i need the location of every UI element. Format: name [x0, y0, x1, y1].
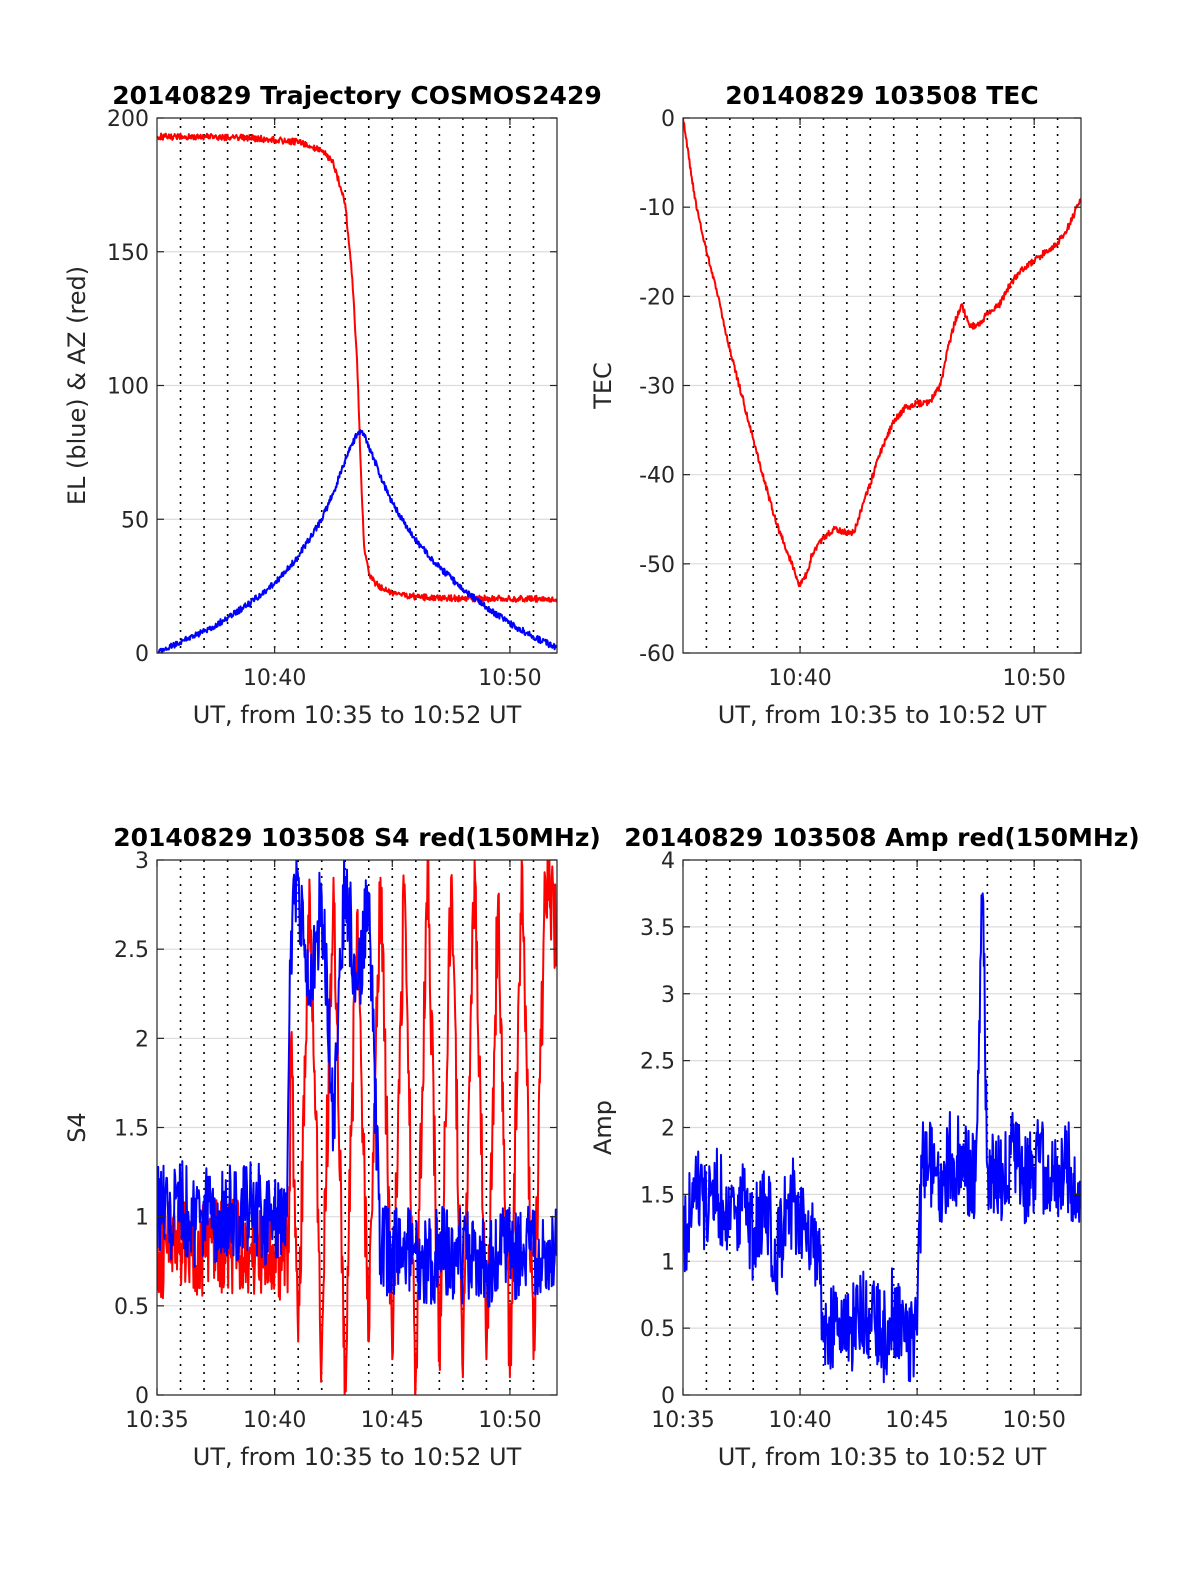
y-tick-label: 0.5 — [114, 1295, 149, 1320]
x-axis-label: UT, from 10:35 to 10:52 UT — [193, 1443, 522, 1471]
y-tick-label: 0.5 — [640, 1317, 675, 1342]
y-tick-label: -60 — [639, 642, 675, 667]
y-axis-label: EL (blue) & AZ (red) — [63, 266, 91, 505]
y-tick-label: 3.5 — [640, 916, 675, 941]
series-line-s4-1 — [157, 860, 557, 1308]
y-tick-label: 50 — [121, 508, 149, 533]
y-tick-label: -40 — [639, 464, 675, 489]
y-tick-label: 0 — [661, 1384, 675, 1409]
chart-title: 20140829 Trajectory COSMOS2429 — [112, 81, 602, 110]
series-line-amp-0 — [683, 892, 1081, 1384]
y-tick-label: -50 — [639, 553, 675, 578]
x-tick-label: 10:45 — [885, 1408, 948, 1433]
x-tick-label: 10:45 — [361, 1408, 424, 1433]
y-tick-label: -20 — [639, 285, 675, 310]
y-tick-label: 100 — [107, 375, 149, 400]
x-tick-label: 10:40 — [768, 666, 831, 691]
y-tick-label: 1.5 — [114, 1117, 149, 1142]
y-tick-label: 2.5 — [114, 938, 149, 963]
y-tick-label: 2 — [135, 1027, 149, 1052]
x-axis-label: UT, from 10:35 to 10:52 UT — [718, 1443, 1047, 1471]
y-tick-label: 3 — [661, 983, 675, 1008]
x-tick-label: 10:35 — [651, 1408, 714, 1433]
y-tick-label: 0 — [135, 642, 149, 667]
y-tick-label: 200 — [107, 107, 149, 132]
chart-title: 20140829 103508 S4 red(150MHz) — [113, 823, 601, 852]
y-tick-label: 1 — [135, 1206, 149, 1231]
x-tick-label: 10:40 — [768, 1408, 831, 1433]
y-axis-label: TEC — [589, 362, 617, 410]
y-tick-label: 3 — [135, 849, 149, 874]
x-tick-label: 10:35 — [125, 1408, 188, 1433]
chart-title: 20140829 103508 Amp red(150MHz) — [624, 823, 1140, 852]
x-tick-label: 10:50 — [1002, 666, 1065, 691]
y-axis-label: S4 — [63, 1112, 91, 1143]
y-tick-label: 0 — [661, 107, 675, 132]
y-tick-label: 2.5 — [640, 1050, 675, 1075]
x-tick-label: 10:40 — [243, 1408, 306, 1433]
series-line-trajectory-0 — [157, 132, 557, 603]
x-axis-label: UT, from 10:35 to 10:52 UT — [193, 701, 522, 729]
x-tick-label: 10:50 — [478, 1408, 541, 1433]
chart-s4: 0 0.5 1 1.5 2 2.5 3 10:35 10:40 10:45 10:50 2014082… — [63, 823, 601, 1471]
chart-tec: -60 -50 -40 -30 -20 -10 0 10:40 10:50 20140829 10… — [589, 81, 1082, 729]
y-tick-label: 1.5 — [640, 1183, 675, 1208]
x-tick-label: 10:40 — [243, 666, 306, 691]
chart-title: 20140829 103508 TEC — [725, 81, 1038, 110]
series-line-tec-0 — [683, 118, 1081, 588]
series-line-s4-0 — [157, 860, 557, 1395]
x-tick-label: 10:50 — [1002, 1408, 1065, 1433]
y-tick-label: 4 — [661, 849, 675, 874]
y-tick-label: 1 — [661, 1250, 675, 1275]
y-tick-label: 0 — [135, 1384, 149, 1409]
x-tick-label: 10:50 — [478, 666, 541, 691]
chart-amp: 0 0.5 1 1.5 2 2.5 3 3.5 4 10:35 10:40 10:45 10:50 201… — [589, 823, 1140, 1471]
chart-trajectory: 0 50 100 150 200 10:40 10:50 20140829 Trajector… — [63, 81, 602, 729]
series-line-trajectory-1 — [157, 429, 557, 653]
y-axis-label: Amp — [589, 1100, 617, 1155]
y-tick-label: -30 — [639, 375, 675, 400]
y-tick-label: -10 — [639, 196, 675, 221]
y-tick-label: 150 — [107, 241, 149, 266]
y-tick-label: 2 — [661, 1117, 675, 1142]
x-axis-label: UT, from 10:35 to 10:52 UT — [718, 701, 1047, 729]
